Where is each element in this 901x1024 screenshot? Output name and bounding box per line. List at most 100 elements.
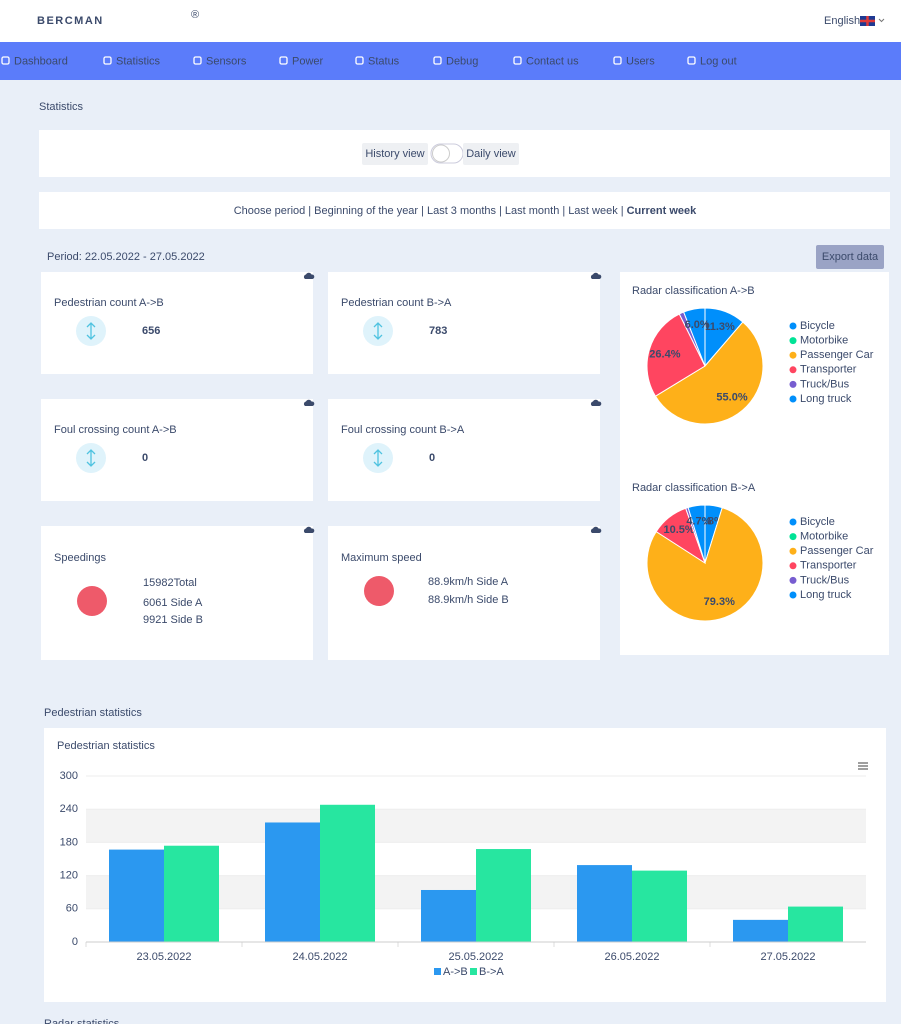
card-icon-arrow [373,449,383,467]
logo-mark: ® [191,9,199,21]
legend-label[interactable]: B->A [479,966,504,978]
separator: | [499,205,502,217]
card-icon [77,586,107,616]
cloud-icon [590,526,602,533]
nav-icon [103,56,112,65]
card-title: Speedings [54,552,106,564]
bar [476,849,531,942]
separator: | [562,205,565,217]
export-label[interactable]: Export data [822,251,879,263]
bar [164,845,219,942]
period-selector: Choose period | Beginning of the year | Last… [234,205,697,217]
legend-marker [789,576,797,584]
chart-title: Radar classification A->B [632,285,755,297]
nav-item[interactable]: Sensors [206,55,247,67]
separator: | [421,205,424,217]
period-option[interactable]: Last week [568,205,618,217]
nav-item[interactable]: Dashboard [14,55,68,67]
x-tick-label: 27.05.2022 [760,951,815,963]
data-label: 10.5% [663,524,694,536]
nav-icon [513,56,522,65]
period-option[interactable]: Current week [627,205,698,217]
grid-band [86,809,866,843]
legend-marker [789,322,797,330]
separator: | [308,205,311,217]
legend-marker [789,547,797,555]
legend-marker [789,366,797,374]
nav-icon [613,56,622,65]
bar [577,865,632,942]
card-value: 0 [429,452,435,464]
legend-marker [789,380,797,388]
legend-label: Transporter [800,560,857,572]
card-icon [364,576,394,606]
card-title: Maximum speed [341,552,422,564]
nav-item[interactable]: Contact us [526,55,579,67]
legend-marker [789,562,797,570]
nav-item[interactable]: Status [368,55,400,67]
bar [109,849,164,942]
menu-icon[interactable] [858,762,868,770]
nav-icon [1,56,10,65]
card-line: 88.9km/h Side A [428,576,509,588]
toggle-left-label[interactable]: History view [365,148,424,160]
card-title: Pedestrian count A->B [54,297,164,309]
legend-label: Passenger Car [800,349,874,361]
legend-label: Long truck [800,393,852,405]
bar [320,804,375,942]
legend-marker [789,533,797,541]
period-option[interactable]: Last 3 months [427,205,497,217]
nav-item[interactable]: Log out [700,55,737,67]
export-button [816,245,884,269]
cloud-icon [303,526,315,533]
bar [788,906,843,942]
nav-item[interactable]: Statistics [116,55,161,67]
nav-item[interactable]: Users [626,55,655,67]
y-tick-label: 120 [60,870,78,882]
x-tick-label: 25.05.2022 [448,951,503,963]
chart-title: Pedestrian statistics [57,740,155,752]
legend-label: Bicycle [800,320,835,332]
cloud-icon [590,399,602,406]
legend-label: Truck/Bus [800,378,850,390]
y-tick-label: 240 [60,803,78,815]
period-option[interactable]: Last month [505,205,559,217]
pie-slice [646,506,764,622]
x-tick-label: 24.05.2022 [292,951,347,963]
legend-label[interactable]: A->B [443,966,468,978]
legend-label: Transporter [800,364,857,376]
card-line: 6061 Side A [143,597,203,609]
card-title: Foul crossing count A->B [54,424,177,436]
nav-icon [433,56,442,65]
nav-item[interactable]: Power [292,55,324,67]
legend-label: Truck/Bus [800,574,850,586]
data-label: 6.0% [685,319,710,331]
card-line: 88.9km/h Side B [428,594,509,606]
legend-marker [789,591,797,599]
data-label: 26.4% [649,348,680,360]
card-icon-arrow [86,449,96,467]
data-label: 79.3% [704,596,735,608]
legend-label: Bicycle [800,516,835,528]
toggle-right-label[interactable]: Daily view [466,148,516,160]
y-tick-label: 0 [72,936,78,948]
card-title: Pedestrian count B->A [341,297,452,309]
period-option[interactable]: Beginning of the year [314,205,418,217]
y-tick-label: 300 [60,770,78,782]
legend-label: Long truck [800,589,852,601]
separator: | [621,205,624,217]
card-icon-arrow [86,322,96,340]
cloud-icon [303,399,315,406]
x-tick-label: 26.05.2022 [604,951,659,963]
legend-marker [789,395,797,403]
nav-item[interactable]: Debug [446,55,478,67]
pie-slice [654,321,764,425]
bar [632,870,687,942]
cloud-icon [590,272,602,279]
legend-marker [789,337,797,345]
nav-icon [687,56,696,65]
language[interactable]: English [824,15,860,27]
logo: BERCMAN [37,15,104,27]
legend-label: Passenger Car [800,545,874,557]
